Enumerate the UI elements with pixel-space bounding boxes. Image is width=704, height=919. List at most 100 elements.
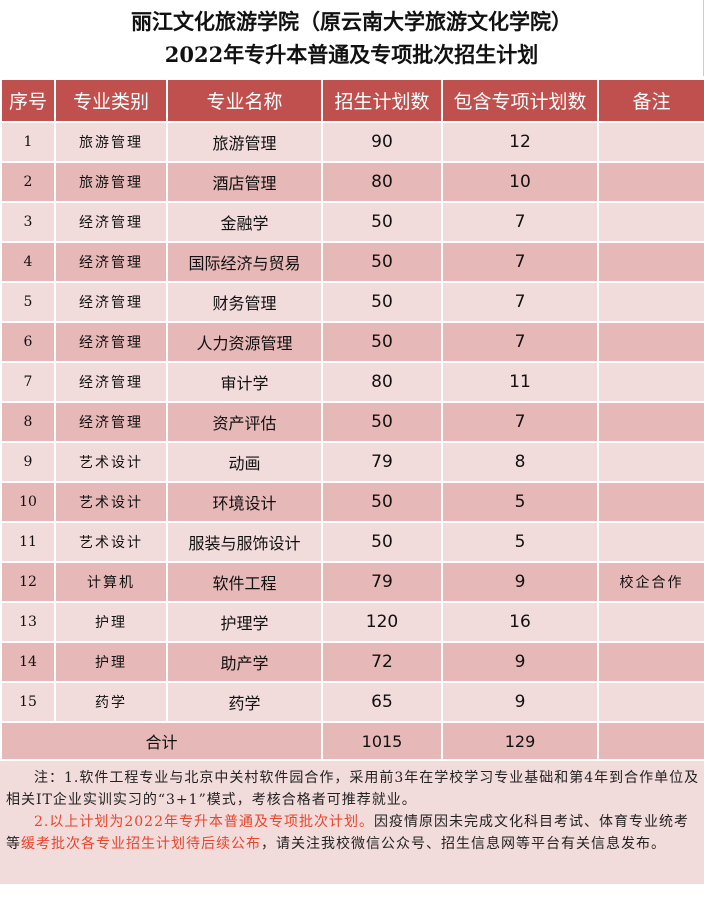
header-plan: 招生计划数 [321,78,443,123]
header-remark: 备注 [597,78,704,123]
row-plan: 120 [321,601,443,643]
row-plan: 50 [321,241,443,283]
row-category: 计算机 [54,561,168,603]
row-plan: 50 [321,481,443,523]
table-row: 14 护理 助产学 72 9 [0,641,704,683]
table-row: 6 经济管理 人力资源管理 50 7 [0,321,704,363]
row-plan: 80 [321,161,443,203]
row-category: 艺术设计 [54,521,168,563]
note-2: 2.以上计划为2022年专升本普通及专项批次计划。因疫情原因未完成文化科目考试、… [6,811,700,855]
row-category: 经济管理 [54,361,168,403]
total-plan: 1015 [321,721,443,761]
row-category: 护理 [54,641,168,683]
row-special: 8 [441,441,599,483]
row-index: 14 [0,641,56,683]
row-major: 审计学 [166,361,323,403]
row-major: 国际经济与贸易 [166,241,323,283]
total-special: 129 [441,721,599,761]
note-2-highlight: 2.以上计划为2022年专升本普通及专项批次计划。 [34,814,374,830]
table-row: 7 经济管理 审计学 80 11 [0,361,704,403]
row-category: 经济管理 [54,401,168,443]
row-plan: 80 [321,361,443,403]
row-plan: 50 [321,281,443,323]
table-row: 4 经济管理 国际经济与贸易 50 7 [0,241,704,283]
row-remark [597,481,704,523]
row-category: 经济管理 [54,321,168,363]
row-major: 动画 [166,441,323,483]
row-index: 7 [0,361,56,403]
row-index: 12 [0,561,56,603]
row-remark [597,681,704,723]
header-major: 专业名称 [166,78,323,123]
note-1: 注：1.软件工程专业与北京中关村软件园合作，采用前3年在学校学习专业基础和第4年… [6,770,700,808]
row-remark [597,321,704,363]
row-plan: 50 [321,321,443,363]
row-remark: 校企合作 [597,561,704,603]
row-index: 5 [0,281,56,323]
row-plan: 79 [321,561,443,603]
row-plan: 50 [321,201,443,243]
row-remark [597,161,704,203]
total-label: 合计 [0,721,323,761]
row-plan: 90 [321,121,443,163]
row-index: 13 [0,601,56,643]
row-major: 环境设计 [166,481,323,523]
row-category: 艺术设计 [54,481,168,523]
row-remark [597,601,704,643]
table-row: 3 经济管理 金融学 50 7 [0,201,704,243]
table-row: 1 旅游管理 旅游管理 90 12 [0,121,704,163]
table-row: 13 护理 护理学 120 16 [0,601,704,643]
row-category: 旅游管理 [54,161,168,203]
row-index: 15 [0,681,56,723]
row-index: 9 [0,441,56,483]
table-header: 序号 专业类别 专业名称 招生计划数 包含专项计划数 备注 [0,78,704,123]
row-index: 8 [0,401,56,443]
row-special: 7 [441,401,599,443]
header-index: 序号 [0,78,56,123]
row-major: 资产评估 [166,401,323,443]
row-plan: 50 [321,521,443,563]
row-plan: 50 [321,401,443,443]
note-2-highlight-2: 缓考批次各专业招生计划待后续公布 [21,836,261,852]
title-line-1: 丽江文化旅游学院（原云南大学旅游文化学院） [131,9,572,34]
row-special: 16 [441,601,599,643]
enrollment-table: 序号 专业类别 专业名称 招生计划数 包含专项计划数 备注 1 旅游管理 旅游管理 9… [0,78,704,761]
row-special: 9 [441,641,599,683]
title-line-2: 2022年专升本普通及专项批次招生计划 [164,42,539,67]
table-row: 8 经济管理 资产评估 50 7 [0,401,704,443]
row-index: 10 [0,481,56,523]
row-special: 10 [441,161,599,203]
row-remark [597,641,704,683]
row-special: 7 [441,201,599,243]
row-special: 7 [441,321,599,363]
page-title: 丽江文化旅游学院（原云南大学旅游文化学院） 2022年专升本普通及专项批次招生计… [0,0,704,76]
header-special: 包含专项计划数 [441,78,599,123]
row-plan: 72 [321,641,443,683]
row-remark [597,121,704,163]
row-special: 7 [441,241,599,283]
row-index: 3 [0,201,56,243]
row-category: 经济管理 [54,281,168,323]
row-category: 经济管理 [54,201,168,243]
row-category: 药学 [54,681,168,723]
table-row: 12 计算机 软件工程 79 9 校企合作 [0,561,704,603]
total-row: 合计 1015 129 [0,721,704,761]
row-special: 9 [441,561,599,603]
row-category: 艺术设计 [54,441,168,483]
note-2-text: 因疫情原因未完成文化科目考试、体育专业统考等 [6,814,689,852]
row-index: 2 [0,161,56,203]
note-2-text-2: ，请关注我校微信公众号、招生信息网等平台有关信息发布。 [261,836,666,852]
row-major: 酒店管理 [166,161,323,203]
row-major: 助产学 [166,641,323,683]
row-remark [597,521,704,563]
row-special: 11 [441,361,599,403]
total-remark [597,721,704,761]
notes: 注：1.软件工程专业与北京中关村软件园合作，采用前3年在学校学习专业基础和第4年… [0,761,704,884]
row-major: 护理学 [166,601,323,643]
row-remark [597,441,704,483]
row-remark [597,241,704,283]
table-row: 9 艺术设计 动画 79 8 [0,441,704,483]
row-major: 金融学 [166,201,323,243]
row-major: 药学 [166,681,323,723]
table-row: 11 艺术设计 服装与服饰设计 50 5 [0,521,704,563]
